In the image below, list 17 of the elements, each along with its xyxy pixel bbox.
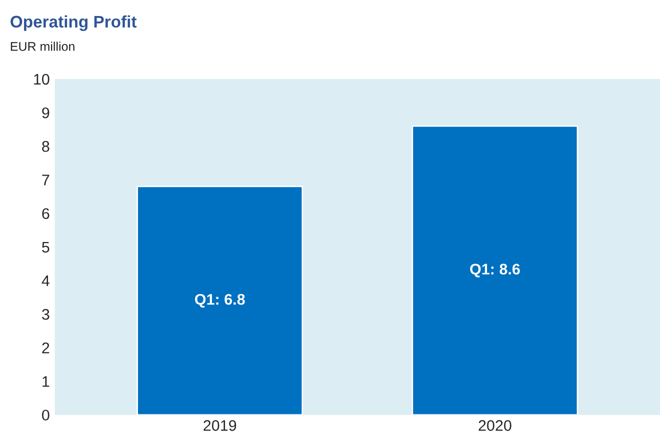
y-tick-label: 4	[42, 276, 50, 286]
chart-subtitle: EUR million	[10, 42, 74, 51]
y-tick-label: 6	[42, 208, 50, 220]
y-tick-label: 9	[42, 107, 50, 118]
y-tick-label: 2	[42, 342, 50, 354]
y-tick-label: 8	[42, 141, 50, 152]
y-tick-label: 1	[42, 376, 50, 387]
y-tick-label: 3	[42, 308, 50, 320]
x-tick-label: 2019	[204, 420, 236, 431]
data-label: Q1: 8.6	[470, 264, 520, 278]
y-tick-label: 5	[42, 242, 50, 253]
y-tick-label: 7	[42, 174, 50, 186]
y-tick-label: 10	[34, 74, 50, 85]
data-label: Q1: 6.8	[194, 294, 245, 308]
y-tick-label: 0	[42, 410, 50, 421]
x-tick-label: 2020	[478, 420, 512, 431]
chart-title: Operating Profit	[10, 15, 137, 31]
